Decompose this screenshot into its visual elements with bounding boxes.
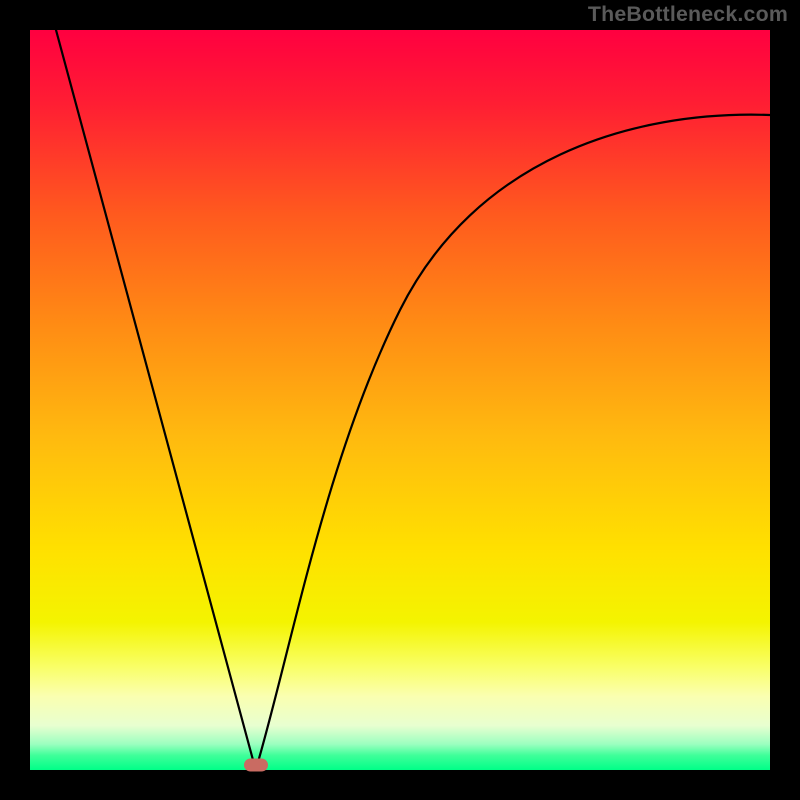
min-point-marker [244,758,268,771]
plot-svg [30,30,770,770]
chart-frame: TheBottleneck.com [0,0,800,800]
watermark-text: TheBottleneck.com [588,2,788,27]
gradient-background [30,30,770,770]
plot-area [30,30,770,770]
